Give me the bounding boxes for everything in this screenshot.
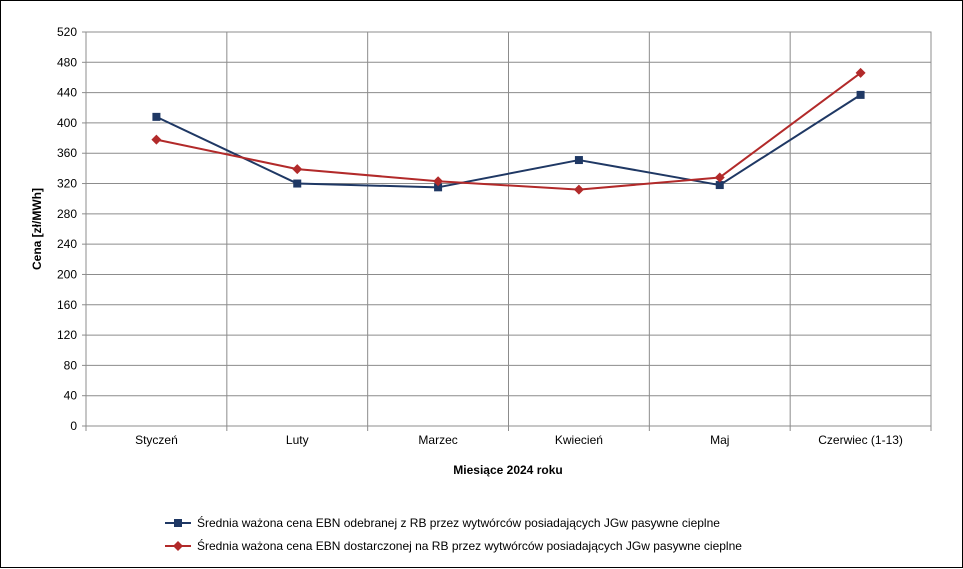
data-point-1 bbox=[152, 112, 161, 121]
data-point-2 bbox=[573, 184, 584, 195]
y-tick-label: 120 bbox=[57, 328, 77, 342]
legend-item-2: Średnia ważona cena EBN dostarczonej na … bbox=[165, 538, 742, 553]
x-tick-label: Luty bbox=[286, 433, 309, 447]
x-axis-title: Miesiące 2024 roku bbox=[453, 463, 562, 477]
data-point-2 bbox=[714, 172, 725, 183]
y-tick-label: 520 bbox=[57, 25, 77, 39]
y-tick-label: 320 bbox=[57, 177, 77, 191]
y-tick-label: 400 bbox=[57, 116, 77, 130]
legend-item-1: Średnia ważona cena EBN odebranej z RB p… bbox=[165, 515, 720, 530]
y-tick-label: 480 bbox=[57, 55, 77, 69]
y-tick-label: 160 bbox=[57, 298, 77, 312]
data-point-1 bbox=[715, 181, 724, 190]
axes bbox=[82, 31, 932, 431]
series-line-2 bbox=[156, 72, 862, 191]
legend-label: Średnia ważona cena EBN dostarczonej na … bbox=[197, 538, 742, 553]
data-point-2 bbox=[855, 67, 866, 78]
grid bbox=[86, 31, 931, 426]
y-tick-labels: 0 40 80 120 160 200 240 280 320 360 400 440 480 520 bbox=[57, 25, 77, 433]
y-tick-label: 440 bbox=[57, 86, 77, 100]
y-tick-label: 360 bbox=[57, 146, 77, 160]
x-tick-label: Kwiecień bbox=[555, 433, 603, 447]
y-tick-label: 80 bbox=[64, 358, 78, 372]
y-tick-label: 0 bbox=[70, 419, 77, 433]
y-tick-label: 40 bbox=[64, 389, 78, 403]
x-tick-labels: Styczeń Luty Marzec Kwiecień Maj Czerwiec (1-… bbox=[135, 433, 903, 447]
legend-marker bbox=[174, 519, 182, 527]
series bbox=[151, 67, 866, 195]
legend: Średnia ważona cena EBN odebranej z RB p… bbox=[165, 515, 742, 553]
x-tick-label: Czerwiec (1-13) bbox=[818, 433, 903, 447]
data-point-1 bbox=[434, 183, 443, 192]
data-point-1 bbox=[293, 179, 302, 188]
x-tick-label: Marzec bbox=[418, 433, 457, 447]
x-tick-label: Maj bbox=[710, 433, 729, 447]
data-point-1 bbox=[574, 156, 583, 165]
data-point-1 bbox=[856, 90, 865, 99]
legend-label: Średnia ważona cena EBN odebranej z RB p… bbox=[197, 515, 720, 530]
y-axis-title: Cena [zł/MWh] bbox=[30, 188, 44, 270]
x-tick-label: Styczeń bbox=[135, 433, 178, 447]
data-point-2 bbox=[433, 176, 444, 187]
y-tick-label: 200 bbox=[57, 267, 77, 281]
data-point-2 bbox=[292, 164, 303, 175]
series-2 bbox=[151, 67, 866, 195]
y-tick-label: 240 bbox=[57, 237, 77, 251]
series-line-1 bbox=[155, 94, 862, 189]
y-tick-label: 280 bbox=[57, 207, 77, 221]
legend-marker bbox=[173, 541, 183, 551]
series-1 bbox=[152, 90, 865, 192]
data-point-2 bbox=[151, 134, 162, 145]
